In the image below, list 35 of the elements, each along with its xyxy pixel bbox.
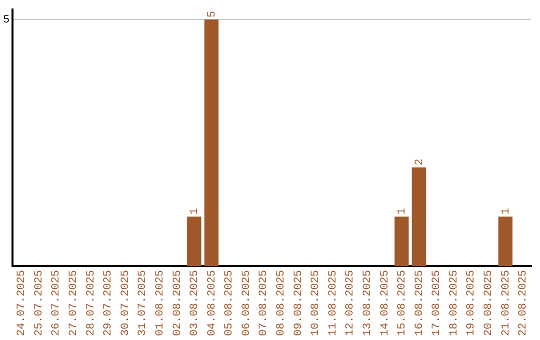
x-tick-label: 09.08.2025 — [292, 270, 305, 336]
x-tick-label: 16.08.2025 — [414, 270, 426, 336]
data-label: 1 — [189, 208, 202, 215]
x-tick-label: 22.08.2025 — [518, 270, 530, 336]
data-label: 2 — [414, 158, 426, 166]
x-tick-label: 24.07.2025 — [16, 270, 28, 336]
x-tick-label: 20.08.2025 — [482, 270, 495, 336]
data-label: 1 — [500, 208, 512, 215]
x-tick-label: 21.08.2025 — [500, 270, 512, 336]
x-tick-label: 10.08.2025 — [310, 270, 322, 336]
x-tick-label: 27.07.2025 — [68, 270, 80, 336]
x-tick-label: 02.08.2025 — [172, 270, 184, 336]
x-tick-label: 14.08.2025 — [379, 270, 392, 336]
x-tick-label: 30.07.2025 — [120, 270, 132, 336]
x-tick-label: 26.07.2025 — [50, 270, 63, 336]
x-tick-label: 12.08.2025 — [344, 270, 357, 336]
x-tick-label: 17.08.2025 — [431, 270, 444, 336]
x-tick-label: 31.07.2025 — [137, 270, 150, 336]
x-tick-label: 08.08.2025 — [276, 270, 288, 336]
x-tick-label: 01.08.2025 — [154, 270, 166, 336]
x-tick-label: 04.08.2025 — [206, 270, 218, 336]
data-label: 5 — [206, 10, 218, 18]
x-tick-label: 06.08.2025 — [240, 270, 253, 336]
x-tick-label: 28.07.2025 — [85, 270, 98, 336]
x-tick-label: 29.07.2025 — [102, 270, 115, 336]
data-label: 1 — [396, 208, 409, 215]
x-tick-label: 15.08.2025 — [396, 270, 409, 336]
x-tick-label: 18.08.2025 — [448, 270, 460, 336]
x-tick-label: 03.08.2025 — [189, 270, 202, 336]
x-tick-label: 05.08.2025 — [224, 270, 236, 336]
x-tick-label: 25.07.2025 — [33, 270, 46, 336]
x-tick-label: 13.08.2025 — [362, 270, 374, 336]
x-tick-label: 19.08.2025 — [466, 270, 478, 336]
x-tick-label: 11.08.2025 — [327, 270, 340, 336]
x-tick-label: 07.08.2025 — [258, 270, 270, 336]
